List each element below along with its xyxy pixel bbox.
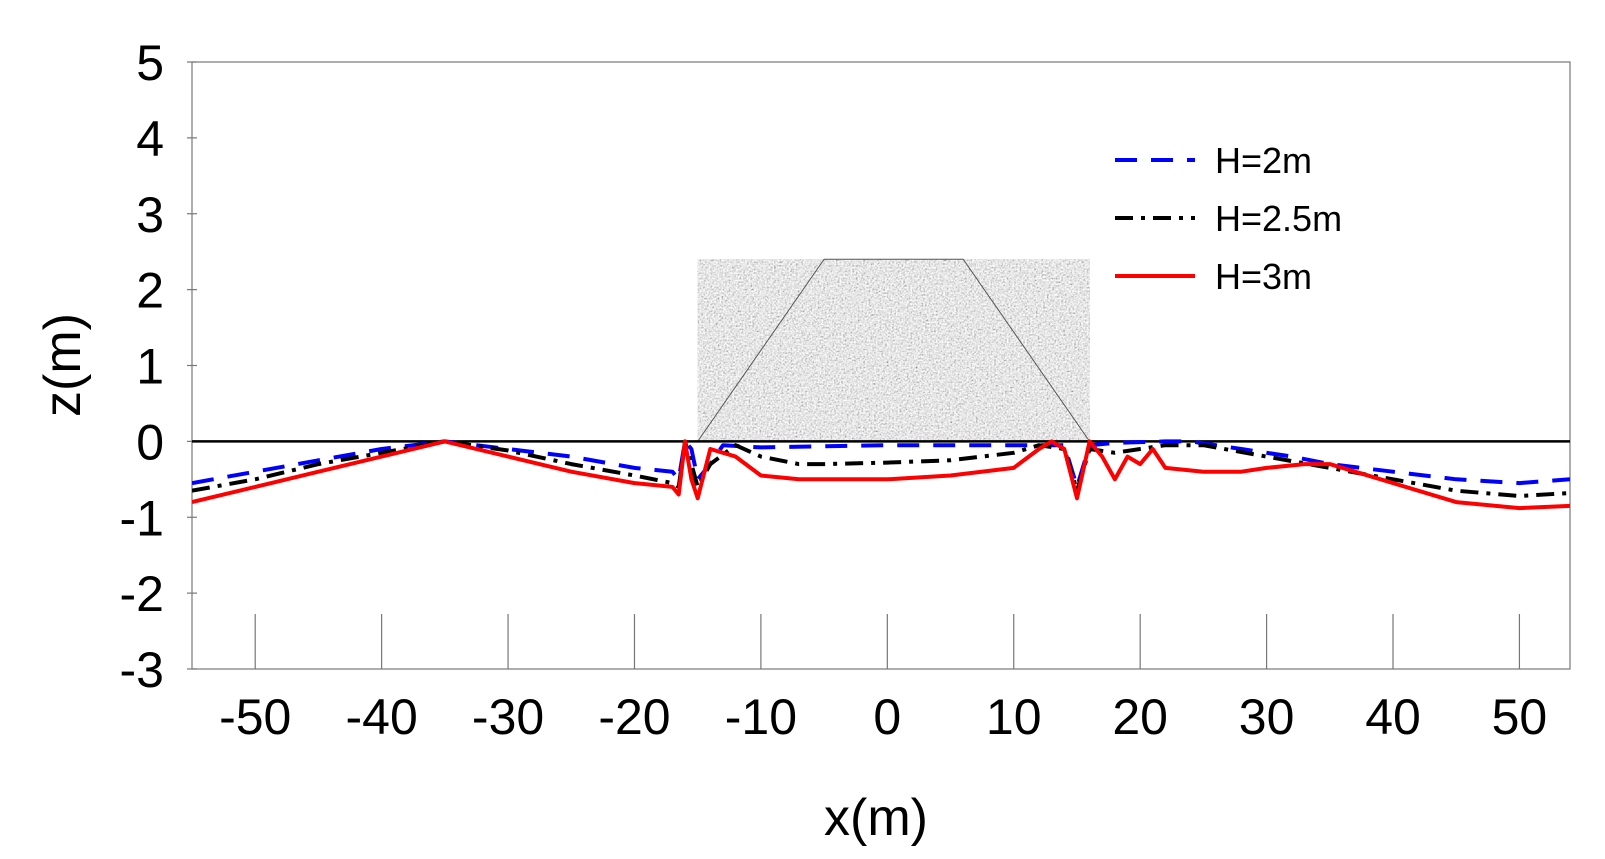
x-tick-label: -30 [472,689,544,745]
legend: H=2m H=2.5m H=3m [1115,140,1342,297]
x-tick-label: -10 [725,689,797,745]
y-tick-label: 4 [136,111,164,167]
x-tick-label: -50 [219,689,291,745]
x-tick-label: 10 [986,689,1042,745]
series-line [192,439,1570,511]
breakwater-structure [696,258,1091,442]
legend-label: H=2.5m [1215,198,1342,239]
x-tick-label: 30 [1239,689,1295,745]
x-tick-label: -40 [346,689,418,745]
y-tick-label: 2 [136,263,164,319]
y-axis-title: z(m) [34,313,92,417]
x-tick-label: 40 [1365,689,1421,745]
legend-label: H=2m [1215,140,1312,181]
x-tick-label: -20 [598,689,670,745]
y-tick-label: 5 [136,35,164,91]
x-tick-label: 20 [1112,689,1168,745]
y-tick-label: -3 [120,642,164,698]
y-tick-label: 0 [136,414,164,470]
structure-fill [697,259,1090,442]
legend-label: H=3m [1215,256,1312,297]
y-tick-label: -2 [120,566,164,622]
x-axis-title: x(m) [824,789,928,847]
series-line [192,439,1570,489]
series-lines [192,439,1570,511]
y-tick-label: 3 [136,187,164,243]
y-tick-label: 1 [136,339,164,395]
x-tick-label: 50 [1492,689,1548,745]
series-line [192,439,1570,498]
x-tick-label: 0 [873,689,901,745]
y-tick-label: -1 [120,490,164,546]
